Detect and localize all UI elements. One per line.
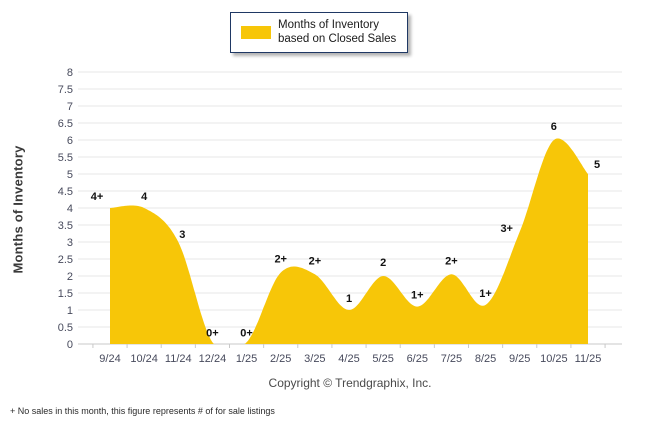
y-axis-tick-label: 8 bbox=[67, 67, 73, 79]
data-point-label: 4+ bbox=[91, 191, 104, 203]
y-axis-tick-label: 5 bbox=[67, 169, 73, 181]
x-axis-tick-label: 8/25 bbox=[475, 353, 496, 365]
y-axis-tick-label: 4 bbox=[67, 203, 73, 215]
x-axis-tick-label: 11/25 bbox=[575, 353, 602, 365]
y-axis-tick-label: 3 bbox=[67, 237, 73, 249]
y-axis-tick-label: 0 bbox=[67, 339, 73, 351]
chart-legend: Months of Inventory based on Closed Sale… bbox=[230, 12, 408, 53]
y-axis-tick-label: 5.5 bbox=[58, 152, 73, 164]
y-axis-tick-label: 0.5 bbox=[58, 322, 73, 334]
data-point-label: 1+ bbox=[411, 290, 424, 302]
inventory-area-series bbox=[110, 138, 588, 344]
y-axis-tick-label: 1 bbox=[67, 305, 73, 317]
data-point-label: 2+ bbox=[274, 254, 287, 266]
y-axis-tick-label: 4.5 bbox=[58, 186, 73, 198]
legend-color-swatch-icon bbox=[241, 25, 271, 39]
x-axis-tick-label: 3/25 bbox=[304, 353, 325, 365]
data-point-label: 6 bbox=[551, 121, 557, 133]
x-axis-tick-label: 1/25 bbox=[236, 353, 257, 365]
data-point-label: 2+ bbox=[445, 255, 458, 267]
data-point-label: 3 bbox=[179, 229, 185, 241]
x-axis-tick-label: 7/25 bbox=[441, 353, 462, 365]
footnote-text: + No sales in this month, this figure re… bbox=[10, 406, 275, 416]
y-axis-tick-label: 6 bbox=[67, 135, 73, 147]
x-axis-tick-label: 12/24 bbox=[199, 353, 227, 365]
x-axis-tick-label: 9/24 bbox=[99, 353, 120, 365]
y-axis-tick-label: 2.5 bbox=[58, 254, 73, 266]
x-axis-tick-label: 9/25 bbox=[509, 353, 530, 365]
data-point-label: 5 bbox=[594, 159, 600, 171]
x-axis-tick-label: 10/25 bbox=[540, 353, 568, 365]
x-axis-tick-label: 10/24 bbox=[130, 353, 158, 365]
x-axis-tick-label: 5/25 bbox=[372, 353, 393, 365]
data-point-label: 1+ bbox=[479, 288, 492, 300]
data-point-label: 0+ bbox=[240, 327, 253, 339]
y-axis-tick-label: 6.5 bbox=[58, 118, 73, 130]
data-point-label: 4 bbox=[141, 191, 148, 203]
copyright-text: Copyright © Trendgraphix, Inc. bbox=[268, 376, 432, 390]
legend-label: Months of Inventory based on Closed Sale… bbox=[278, 19, 397, 46]
data-point-label: 1 bbox=[346, 293, 352, 305]
data-point-label: 2+ bbox=[309, 255, 322, 267]
y-axis-title: Months of Inventory bbox=[10, 145, 26, 274]
x-axis-tick-label: 2/25 bbox=[270, 353, 291, 365]
y-axis-tick-label: 1.5 bbox=[58, 288, 73, 300]
data-point-label: 3+ bbox=[500, 223, 513, 235]
x-axis-tick-label: 4/25 bbox=[338, 353, 359, 365]
y-axis-tick-label: 3.5 bbox=[58, 220, 73, 232]
x-axis-tick-label: 6/25 bbox=[407, 353, 428, 365]
x-axis-tick-label: 11/24 bbox=[165, 353, 192, 365]
data-point-label: 0+ bbox=[206, 327, 219, 339]
y-axis-tick-label: 7 bbox=[67, 101, 73, 113]
data-point-label: 2 bbox=[380, 257, 386, 269]
y-axis-tick-label: 2 bbox=[67, 271, 73, 283]
y-axis-tick-label: 7.5 bbox=[58, 84, 73, 96]
